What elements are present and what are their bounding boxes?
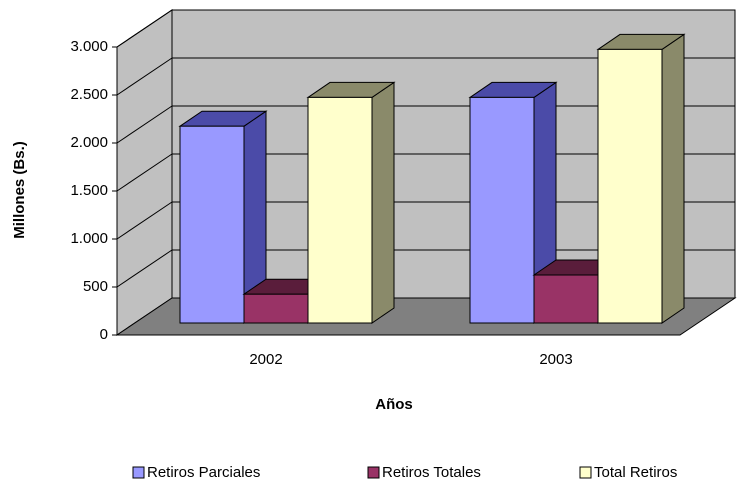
grid-line: [116, 9, 173, 48]
y-tick-label: 1.000: [70, 230, 108, 247]
x-axis-title: Años: [375, 396, 413, 413]
bar: [469, 96, 535, 324]
y-tick-label: 0: [100, 326, 108, 343]
bar: [243, 293, 309, 324]
grid-line: [116, 57, 173, 96]
bar-side: [661, 33, 685, 324]
y-tick-label: 2.000: [70, 134, 108, 151]
y-tick-label: 3.000: [70, 38, 108, 55]
legend-swatch: [132, 466, 145, 479]
x-tick-label: 2003: [539, 351, 572, 368]
y-tick-label: 500: [83, 278, 108, 295]
x-tick-label: 2002: [249, 351, 282, 368]
bar: [533, 274, 599, 324]
bar: [597, 48, 663, 324]
legend-label: Retiros Totales: [382, 464, 481, 481]
legend-label: Retiros Parciales: [147, 464, 260, 481]
bar-side: [371, 81, 395, 324]
y-axis-title: Millones (Bs.): [11, 141, 28, 239]
bar: [307, 96, 373, 324]
grid-line: [116, 249, 173, 288]
grid-line: [116, 201, 173, 240]
legend-swatch: [367, 466, 380, 479]
grid-line: [116, 153, 173, 192]
legend-label: Total Retiros: [594, 464, 677, 481]
bar: [179, 125, 245, 324]
grid-line: [116, 105, 173, 144]
y-tick-label: 2.500: [70, 86, 108, 103]
y-tick-label: 1.500: [70, 182, 108, 199]
legend-swatch: [579, 466, 592, 479]
